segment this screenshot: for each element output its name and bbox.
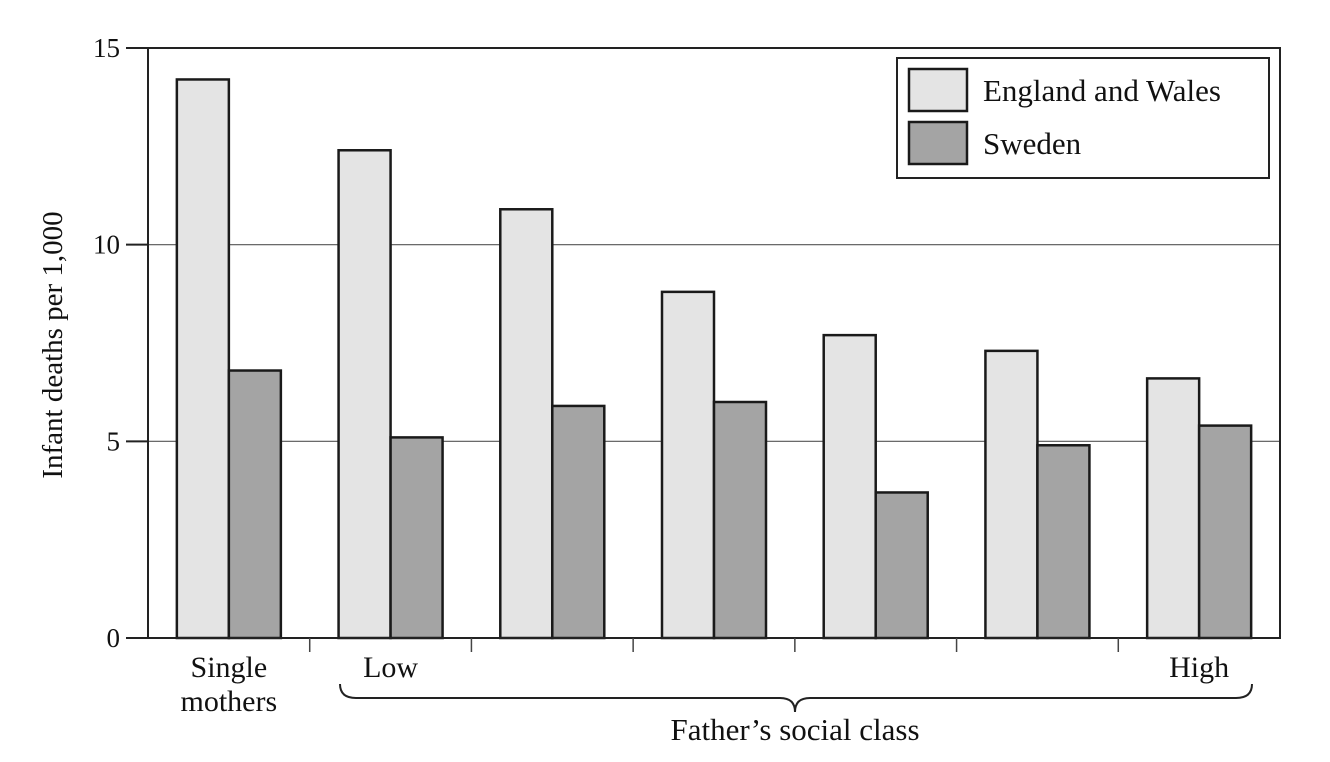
bar-0-4 xyxy=(822,333,877,640)
x-axis-label: Father’s social class xyxy=(670,712,919,747)
bar-0-5 xyxy=(984,349,1039,640)
bar-1-5 xyxy=(1036,444,1091,640)
x-tick-label-1-0: Low xyxy=(363,651,418,684)
bar-1-3 xyxy=(712,400,768,640)
bar-1-6 xyxy=(1197,424,1253,640)
y-tick-label-0: 0 xyxy=(107,623,121,653)
bar-1-1 xyxy=(389,436,444,640)
bar-0-3 xyxy=(660,290,716,640)
legend-label-0: England and Wales xyxy=(983,73,1221,108)
y-tick-label-3: 15 xyxy=(93,33,120,63)
legend-label-1: Sweden xyxy=(983,126,1082,161)
x-tick-label-6-0: High xyxy=(1169,651,1229,684)
legend-swatch-1 xyxy=(907,120,969,166)
x-tick-label-0-0: Single xyxy=(191,651,268,684)
bar-1-4 xyxy=(874,491,929,640)
y-axis-label: Infant deaths per 1,000 xyxy=(37,211,69,478)
y-tick-label-1: 5 xyxy=(107,426,121,456)
legend: England and Wales Sweden xyxy=(896,57,1270,179)
plot-frame xyxy=(147,47,1281,639)
x-axis-brace xyxy=(339,683,1253,713)
legend-swatch-0 xyxy=(907,67,969,113)
bar-1-2 xyxy=(551,404,606,640)
y-tick-label-2: 10 xyxy=(93,230,120,260)
bar-0-0 xyxy=(175,78,231,640)
bars xyxy=(175,78,1253,640)
bar-1-0 xyxy=(227,369,283,640)
axes xyxy=(147,47,1281,652)
x-tick-label-0-1: mothers xyxy=(181,685,278,718)
bar-0-2 xyxy=(499,208,554,640)
bar-0-1 xyxy=(337,149,392,640)
bar-0-6 xyxy=(1145,377,1201,640)
y-ticks: 0 5 10 15 xyxy=(93,33,148,653)
